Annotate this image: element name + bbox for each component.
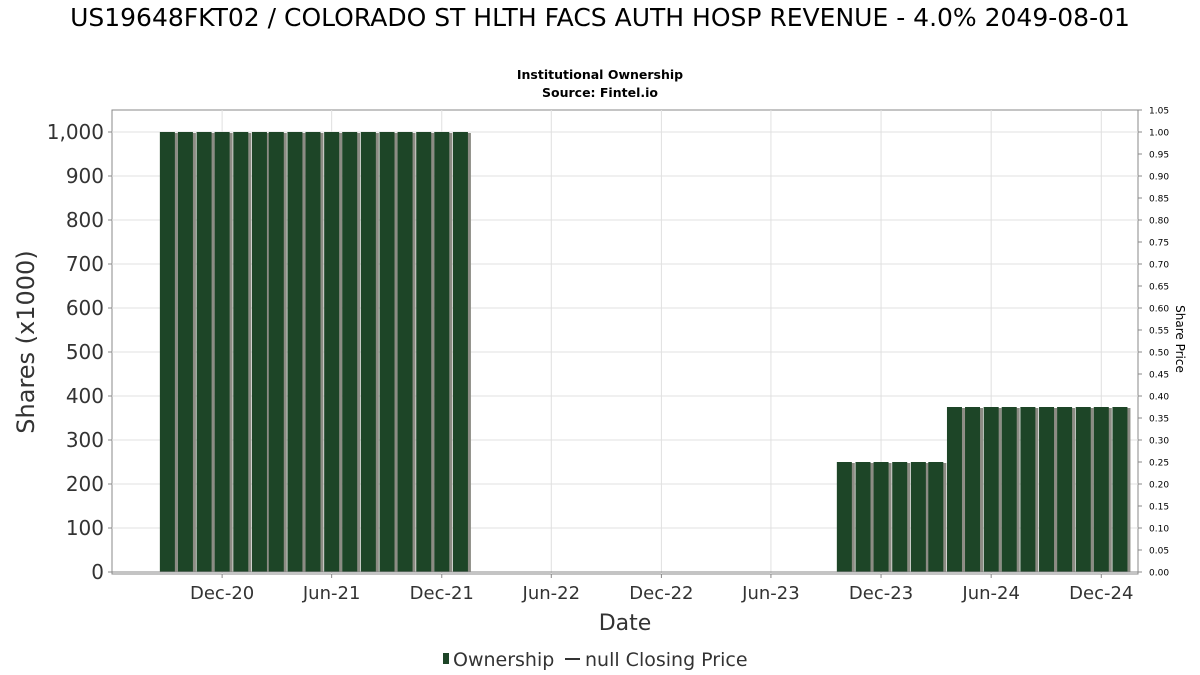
ownership-bar: [1112, 407, 1128, 572]
legend-ownership-label: Ownership: [453, 649, 554, 671]
y2-tick-label: 0.35: [1149, 415, 1169, 425]
ownership-bar: [1093, 407, 1109, 572]
ownership-bar: [928, 462, 944, 572]
y-tick-label: 200: [66, 472, 104, 496]
ownership-bar: [251, 132, 267, 572]
chart-subtitle-1: Institutional Ownership: [516, 67, 684, 82]
y-tick-label: 300: [66, 428, 104, 452]
ownership-bar: [196, 132, 212, 572]
y2-tick-label: 0.30: [1149, 437, 1169, 447]
ownership-bar: [1057, 407, 1073, 572]
ownership-bar: [434, 132, 450, 572]
y2-tick-label: 0.05: [1149, 547, 1169, 557]
ownership-bar: [1075, 407, 1091, 572]
ownership-bar: [305, 132, 321, 572]
ownership-bar: [910, 462, 926, 572]
ownership-bar: [397, 132, 413, 572]
x-tick-label: Jun-22: [522, 583, 581, 604]
ownership-bar: [287, 132, 303, 572]
x-tick-label: Dec-24: [1069, 583, 1133, 604]
x-tick-label: Dec-23: [849, 583, 913, 604]
y-tick-label: 900: [66, 164, 104, 188]
y-tick-label: 700: [66, 252, 104, 276]
y2-tick-label: 0.60: [1149, 305, 1169, 315]
y2-tick-label: 0.50: [1149, 349, 1169, 359]
y-tick-label: 600: [66, 296, 104, 320]
y-tick-label: 500: [66, 340, 104, 364]
ownership-bar: [233, 132, 249, 572]
y2-tick-label: 0.75: [1149, 239, 1169, 249]
y-axis-title: Shares (x1000): [12, 250, 40, 433]
ownership-bar: [342, 132, 358, 572]
ownership-bar: [360, 132, 376, 572]
ownership-bar: [873, 462, 889, 572]
legend-price-label: null Closing Price: [585, 649, 748, 671]
x-tick-label: Dec-22: [629, 583, 693, 604]
x-tick-label: Jun-23: [741, 583, 800, 604]
x-axis-title: Date: [599, 611, 652, 636]
y-tick-label: 800: [66, 208, 104, 232]
ownership-bar: [379, 132, 395, 572]
y-tick-label: 0: [91, 560, 104, 584]
ownership-bar: [1001, 407, 1017, 572]
ownership-bar: [159, 132, 175, 572]
y2-tick-label: 0.40: [1149, 393, 1169, 403]
y2-tick-label: 1.00: [1149, 129, 1169, 139]
ownership-bar: [214, 132, 230, 572]
x-tick-label: Dec-21: [410, 583, 474, 604]
ownership-bar: [946, 407, 962, 572]
ownership-bar: [324, 132, 340, 572]
y2-tick-label: 0.70: [1149, 261, 1169, 271]
y2-tick-label: 0.15: [1149, 503, 1169, 513]
y2-tick-label: 0.25: [1149, 459, 1169, 469]
y2-tick-label: 0.00: [1149, 569, 1169, 579]
y2-tick-label: 0.80: [1149, 217, 1169, 227]
y2-tick-label: 0.85: [1149, 195, 1169, 205]
ownership-bar: [983, 407, 999, 572]
ownership-bar: [452, 132, 468, 572]
y-tick-label: 100: [66, 516, 104, 540]
y2-tick-label: 0.55: [1149, 327, 1169, 337]
ownership-bar: [892, 462, 908, 572]
ownership-bar: [177, 132, 193, 572]
y2-tick-label: 1.05: [1149, 107, 1169, 117]
x-tick-label: Jun-24: [961, 583, 1020, 604]
legend-ownership-swatch: [443, 653, 449, 664]
ownership-bar: [1020, 407, 1036, 572]
ownership-bar: [1039, 407, 1055, 572]
x-tick-label: Jun-21: [302, 583, 361, 604]
y2-tick-label: 0.10: [1149, 525, 1169, 535]
x-tick-label: Dec-20: [190, 583, 254, 604]
ownership-bar: [965, 407, 981, 572]
chart-subtitle-2: Source: Fintel.io: [542, 85, 658, 100]
y2-axis-title: Share Price: [1173, 305, 1187, 373]
y2-tick-label: 0.65: [1149, 283, 1169, 293]
y-tick-label: 1,000: [47, 120, 104, 144]
y-tick-label: 400: [66, 384, 104, 408]
y2-tick-label: 0.45: [1149, 371, 1169, 381]
y2-tick-label: 0.90: [1149, 173, 1169, 183]
ownership-bar: [416, 132, 432, 572]
ownership-bar: [268, 132, 284, 572]
y2-tick-label: 0.20: [1149, 481, 1169, 491]
ownership-bar: [836, 462, 852, 572]
y2-tick-label: 0.95: [1149, 151, 1169, 161]
ownership-bar: [855, 462, 871, 572]
chart-title: US19648FKT02 / COLORADO ST HLTH FACS AUT…: [70, 3, 1130, 32]
